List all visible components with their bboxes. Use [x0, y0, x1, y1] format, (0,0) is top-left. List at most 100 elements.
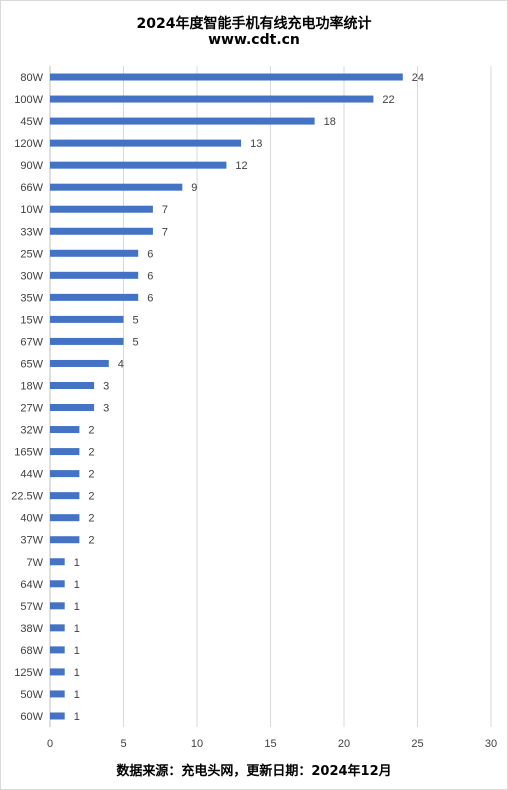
data-label: 1 — [74, 645, 80, 657]
category-label: 38W — [20, 623, 43, 635]
category-label: 90W — [20, 160, 43, 172]
category-label: 25W — [20, 248, 43, 260]
category-label: 10W — [20, 204, 43, 216]
chart-subtitle: www.cdt.cn — [208, 32, 300, 48]
bar — [50, 205, 153, 213]
data-label: 2 — [88, 513, 94, 525]
category-label: 15W — [20, 314, 43, 326]
data-label: 5 — [133, 336, 139, 348]
category-label: 27W — [20, 403, 43, 415]
bar — [50, 271, 139, 279]
data-label: 12 — [235, 160, 247, 172]
category-label: 18W — [20, 380, 43, 392]
bar — [50, 514, 80, 522]
x-tick-label: 0 — [47, 738, 53, 750]
data-label: 6 — [147, 270, 153, 282]
data-label: 18 — [324, 116, 336, 128]
data-label: 1 — [74, 667, 80, 679]
data-label: 22 — [382, 94, 394, 106]
chart-title: 2024年度智能手机有线充电功率统计 — [136, 16, 372, 32]
data-label: 7 — [162, 226, 168, 238]
data-label: 3 — [103, 403, 109, 415]
data-label: 9 — [191, 182, 197, 194]
data-label: 5 — [133, 314, 139, 326]
bar — [50, 95, 374, 103]
category-label: 7W — [27, 557, 44, 569]
data-label: 2 — [88, 535, 94, 547]
bar — [50, 646, 65, 654]
category-label: 80W — [20, 72, 43, 84]
category-label: 57W — [20, 601, 43, 613]
bar — [50, 426, 80, 434]
bar — [50, 293, 139, 301]
bar — [50, 602, 65, 610]
bar — [50, 404, 95, 412]
bar — [50, 558, 65, 566]
x-tick-label: 20 — [338, 738, 350, 750]
bar — [50, 315, 124, 323]
category-label: 165W — [14, 447, 43, 459]
category-label: 33W — [20, 226, 43, 238]
x-tick-label: 15 — [264, 738, 276, 750]
bar — [50, 183, 183, 191]
category-label: 67W — [20, 336, 43, 348]
category-label: 68W — [20, 645, 43, 657]
category-label: 65W — [20, 358, 43, 370]
bar — [50, 337, 124, 345]
bar — [50, 492, 80, 500]
x-tick-label: 25 — [411, 738, 423, 750]
category-label: 100W — [14, 94, 43, 106]
data-label: 1 — [74, 557, 80, 569]
bar — [50, 227, 153, 235]
category-label: 35W — [20, 292, 43, 304]
bar — [50, 470, 80, 478]
data-source-note: 数据来源：充电头网，更新日期：2024年12月 — [116, 764, 392, 779]
bar — [50, 117, 315, 125]
bar — [50, 73, 403, 81]
x-tick-label: 30 — [485, 738, 497, 750]
bar — [50, 381, 95, 389]
bar — [50, 536, 80, 544]
data-label: 13 — [250, 138, 262, 150]
category-label: 64W — [20, 579, 43, 591]
data-label: 24 — [412, 72, 424, 84]
x-tick-label: 5 — [120, 738, 126, 750]
bar — [50, 139, 242, 147]
data-label: 4 — [118, 358, 124, 370]
bar — [50, 712, 65, 720]
data-label: 2 — [88, 491, 94, 503]
bar — [50, 249, 139, 257]
data-label: 2 — [88, 469, 94, 481]
category-label: 50W — [20, 689, 43, 701]
category-label: 40W — [20, 513, 43, 525]
data-label: 7 — [162, 204, 168, 216]
bar — [50, 448, 80, 456]
data-label: 1 — [74, 601, 80, 613]
bar — [50, 161, 227, 169]
data-label: 1 — [74, 623, 80, 635]
data-label: 6 — [147, 292, 153, 304]
bar — [50, 624, 65, 632]
category-label: 125W — [14, 667, 43, 679]
bar — [50, 668, 65, 676]
category-label: 37W — [20, 535, 43, 547]
category-label: 44W — [20, 469, 43, 481]
data-label: 2 — [88, 425, 94, 437]
data-label: 1 — [74, 711, 80, 723]
category-label: 22.5W — [11, 491, 43, 503]
category-label: 120W — [14, 138, 43, 150]
category-label: 30W — [20, 270, 43, 282]
x-tick-label: 10 — [191, 738, 203, 750]
category-label: 60W — [20, 711, 43, 723]
data-label: 2 — [88, 447, 94, 459]
bar — [50, 359, 109, 367]
category-label: 66W — [20, 182, 43, 194]
data-label: 6 — [147, 248, 153, 260]
bar — [50, 580, 65, 588]
data-label: 1 — [74, 689, 80, 701]
data-label: 3 — [103, 380, 109, 392]
category-label: 32W — [20, 425, 43, 437]
bar — [50, 690, 65, 698]
